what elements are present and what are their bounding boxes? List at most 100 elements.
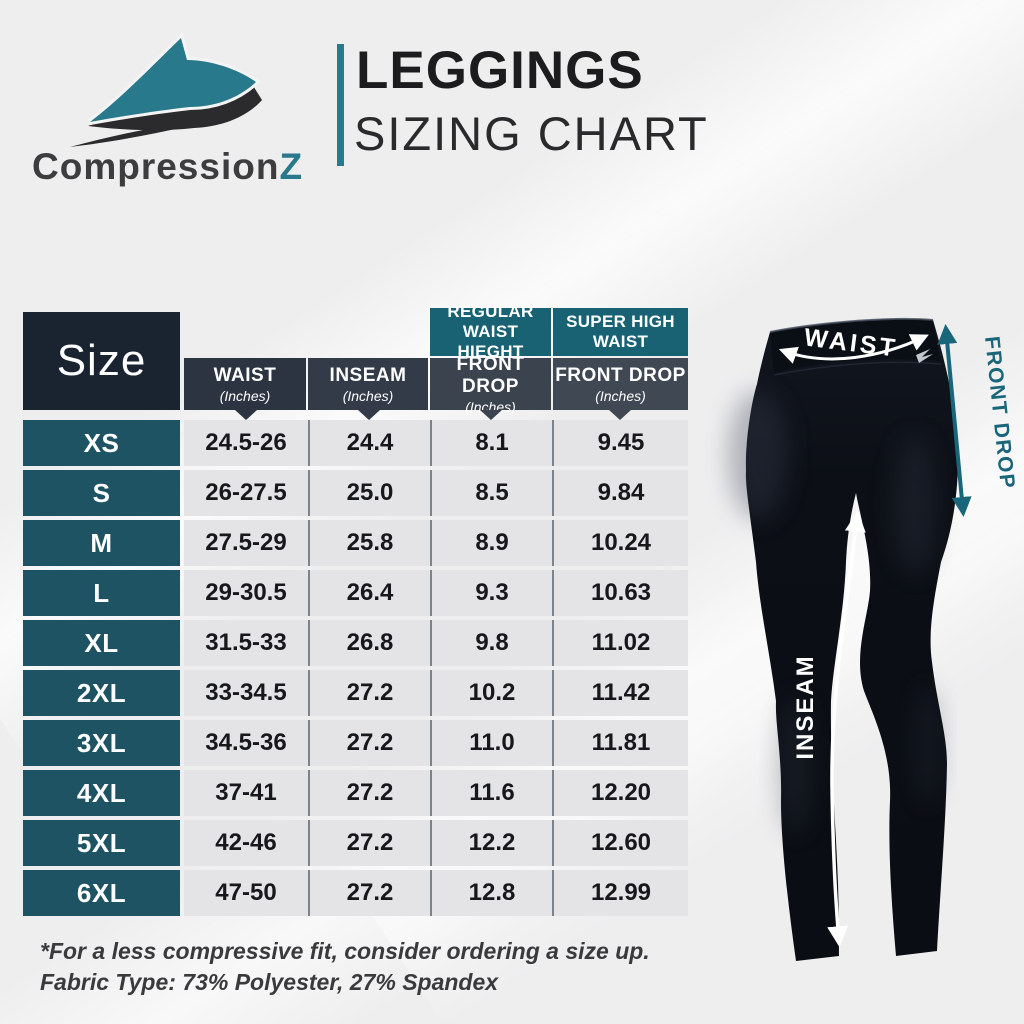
value-cell: 27.5-29 xyxy=(184,520,308,566)
group-header-line: WAIST xyxy=(592,332,649,351)
size-cell: 4XL xyxy=(23,770,180,816)
value-cell: 26-27.5 xyxy=(184,470,308,516)
brand-name-z: Z xyxy=(279,146,304,187)
table-row: 6XL 47-50 27.2 12.8 12.99 xyxy=(23,870,688,916)
sizing-table: Size REGULAR WAIST HIEGHT SUPER HIGH WAI… xyxy=(23,302,688,920)
value-cell: 11.42 xyxy=(552,670,688,716)
footnote-fabric: Fabric Type: 73% Polyester, 27% Spandex xyxy=(40,969,499,995)
size-cell: 2XL xyxy=(23,670,180,716)
size-cell: XL xyxy=(23,620,180,666)
column-unit: (Inches) xyxy=(595,387,646,404)
title-divider xyxy=(337,44,344,166)
value-cell: 27.2 xyxy=(308,820,430,866)
value-cell: 11.81 xyxy=(552,720,688,766)
value-cell: 24.4 xyxy=(308,420,430,466)
value-cell: 12.2 xyxy=(430,820,552,866)
value-cell: 9.84 xyxy=(552,470,688,516)
value-cell: 34.5-36 xyxy=(184,720,308,766)
value-cell: 31.5-33 xyxy=(184,620,308,666)
front-drop-label: FRONT DROP xyxy=(980,335,1019,490)
table-row: M 27.5-29 25.8 8.9 10.24 xyxy=(23,520,688,566)
table-row: 4XL 37-41 27.2 11.6 12.20 xyxy=(23,770,688,816)
value-cell: 47-50 xyxy=(184,870,308,916)
table-header: Size REGULAR WAIST HIEGHT SUPER HIGH WAI… xyxy=(23,302,688,420)
size-cell: 5XL xyxy=(23,820,180,866)
table-row: 3XL 34.5-36 27.2 11.0 11.81 xyxy=(23,720,688,766)
group-header-line: SUPER HIGH xyxy=(566,312,675,331)
size-cell: 6XL xyxy=(23,870,180,916)
page-title: LEGGINGS xyxy=(356,41,644,100)
group-header-super-high-waist: SUPER HIGH WAIST xyxy=(553,308,688,356)
brand-name-main: Compression xyxy=(32,146,280,187)
table-row: XL 31.5-33 26.8 9.8 11.02 xyxy=(23,620,688,666)
column-unit: (Inches) xyxy=(465,398,516,415)
group-header-line: WAIST HIEGHT xyxy=(457,322,524,361)
value-cell: 9.3 xyxy=(430,570,552,616)
footnotes: *For a less compressive fit, consider or… xyxy=(40,936,650,998)
value-cell: 11.0 xyxy=(430,720,552,766)
column-label: FRONT DROP xyxy=(456,353,525,397)
footnote-fit: *For a less compressive fit, consider or… xyxy=(40,938,650,964)
value-cell: 37-41 xyxy=(184,770,308,816)
column-label: INSEAM xyxy=(329,364,407,386)
header-notch-icon xyxy=(235,410,257,420)
group-header-line: REGULAR xyxy=(447,302,534,321)
value-cell: 27.2 xyxy=(308,870,430,916)
waistband-logo-icon xyxy=(916,349,933,363)
column-label: WAIST xyxy=(213,364,277,386)
value-cell: 24.5-26 xyxy=(184,420,308,466)
value-cell: 42-46 xyxy=(184,820,308,866)
size-cell: XS xyxy=(23,420,180,466)
size-cell: 3XL xyxy=(23,720,180,766)
value-cell: 8.5 xyxy=(430,470,552,516)
column-label: FRONT DROP xyxy=(555,364,686,386)
front-drop-arrow xyxy=(937,324,972,517)
inseam-arrow xyxy=(827,510,866,948)
table-row: L 29-30.5 26.4 9.3 10.63 xyxy=(23,570,688,616)
column-unit: (Inches) xyxy=(219,387,271,404)
size-cell: M xyxy=(23,520,180,566)
value-cell: 10.63 xyxy=(552,570,688,616)
value-cell: 33-34.5 xyxy=(184,670,308,716)
brand-logo-swoosh-icon xyxy=(70,32,262,147)
value-cell: 11.6 xyxy=(430,770,552,816)
value-cell: 12.99 xyxy=(552,870,688,916)
value-cell: 25.8 xyxy=(308,520,430,566)
column-unit: (Inches) xyxy=(342,387,394,404)
value-cell: 12.60 xyxy=(552,820,688,866)
value-cell: 9.8 xyxy=(430,620,552,666)
value-cell: 12.8 xyxy=(430,870,552,916)
table-row: 2XL 33-34.5 27.2 10.2 11.42 xyxy=(23,670,688,716)
size-cell: L xyxy=(23,570,180,616)
value-cell: 27.2 xyxy=(308,720,430,766)
page-subtitle: SIZING CHART xyxy=(354,107,709,160)
table-row: 5XL 42-46 27.2 12.2 12.60 xyxy=(23,820,688,866)
value-cell: 8.9 xyxy=(430,520,552,566)
value-cell: 9.45 xyxy=(552,420,688,466)
value-cell: 27.2 xyxy=(308,770,430,816)
column-header-waist: WAIST (Inches) xyxy=(184,358,306,410)
leggings-diagram: WAIST FRONT DROP INSEAM xyxy=(728,317,1019,961)
header-notch-icon xyxy=(480,410,502,420)
brand-name: CompressionZ xyxy=(32,146,303,188)
value-cell: 10.2 xyxy=(430,670,552,716)
column-header-inseam: INSEAM (Inches) xyxy=(308,358,428,410)
waist-arrow xyxy=(778,334,929,364)
column-header-front-drop-super: FRONT DROP (Inches) xyxy=(553,358,688,410)
inseam-label: INSEAM xyxy=(792,654,819,759)
table-body: XS 24.5-26 24.4 8.1 9.45 S 26-27.5 25.0 8.5 9.84 M… xyxy=(23,420,688,916)
header-notch-icon xyxy=(358,410,380,420)
value-cell: 10.24 xyxy=(552,520,688,566)
value-cell: 27.2 xyxy=(308,670,430,716)
value-cell: 26.8 xyxy=(308,620,430,666)
value-cell: 12.20 xyxy=(552,770,688,816)
size-column-header: Size xyxy=(23,312,180,410)
column-header-front-drop-regular: FRONT DROP (Inches) xyxy=(430,354,551,415)
value-cell: 29-30.5 xyxy=(184,570,308,616)
header-notch-icon xyxy=(609,410,631,420)
value-cell: 11.02 xyxy=(552,620,688,666)
value-cell: 26.4 xyxy=(308,570,430,616)
size-cell: S xyxy=(23,470,180,516)
table-row: S 26-27.5 25.0 8.5 9.84 xyxy=(23,470,688,516)
